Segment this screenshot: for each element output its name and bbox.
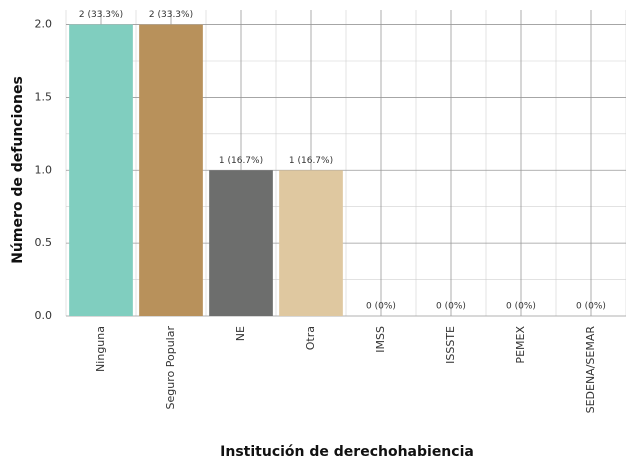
y-tick-label: 1.5 xyxy=(35,90,53,103)
value-label: 0 (0%) xyxy=(576,302,606,312)
y-tick-label: 2.0 xyxy=(35,18,53,31)
x-tick-label: IMSS xyxy=(374,326,387,353)
value-label: 2 (33.3%) xyxy=(79,10,123,20)
bar xyxy=(279,170,343,316)
y-tick-label: 0.0 xyxy=(35,309,53,322)
x-tick-label: Seguro Popular xyxy=(164,326,177,410)
value-label: 1 (16.7%) xyxy=(219,156,263,166)
value-label: 2 (33.3%) xyxy=(149,10,193,20)
x-tick-label: Otra xyxy=(304,326,317,350)
x-tick-label: PEMEX xyxy=(514,326,527,364)
x-tick-label: ISSSTE xyxy=(444,326,457,364)
bar xyxy=(69,24,133,316)
x-tick-label: Ninguna xyxy=(94,326,107,372)
value-label: 1 (16.7%) xyxy=(289,156,333,166)
y-axis-title: Número de defunciones xyxy=(10,76,26,264)
x-axis-title: Institución de derechohabiencia xyxy=(220,444,474,459)
value-label: 0 (0%) xyxy=(436,302,466,312)
x-tick-label: SEDENA/SEMAR xyxy=(584,326,597,414)
x-tick-label: NE xyxy=(234,326,247,341)
y-tick-label: 0.5 xyxy=(35,236,53,249)
value-label: 0 (0%) xyxy=(366,302,396,312)
value-label: 0 (0%) xyxy=(506,302,536,312)
y-tick-label: 1.0 xyxy=(35,163,53,176)
bar xyxy=(139,24,203,316)
bar xyxy=(209,170,273,316)
